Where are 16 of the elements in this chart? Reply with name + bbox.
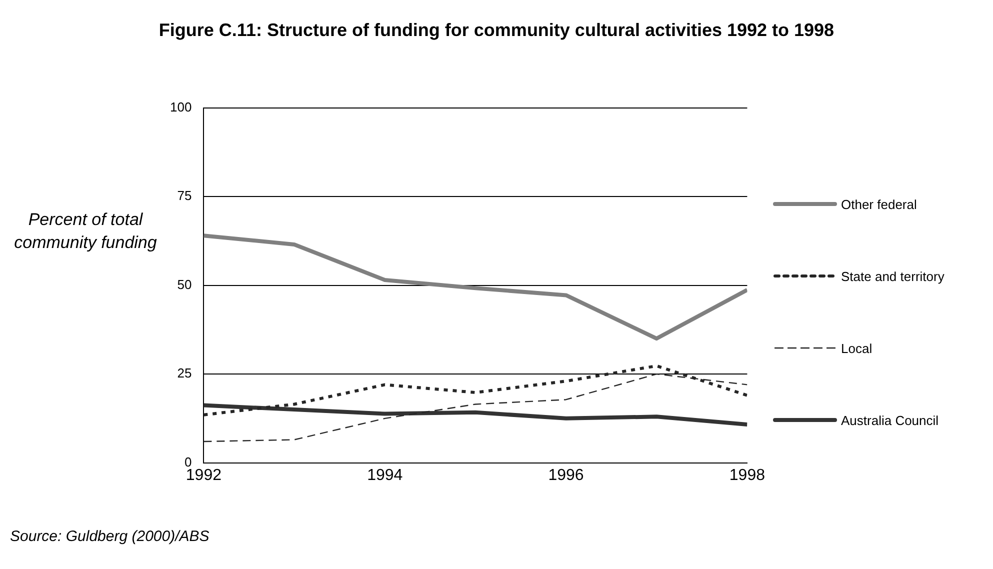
y-axis-title: Percent of total community funding <box>13 209 158 254</box>
chart-title: Figure C.11: Structure of funding for community cultural activities 1992 to 1998 <box>158 20 836 41</box>
y-tick-label: 25 <box>177 366 192 381</box>
legend-label: Other federal <box>841 196 917 212</box>
y-tick-label: 50 <box>177 276 192 292</box>
x-tick-label: 1998 <box>729 466 766 484</box>
legend-label: State and territory <box>841 268 944 284</box>
x-tick-label: 1996 <box>548 466 584 484</box>
x-tick-label: 1994 <box>367 466 403 484</box>
y-tick-label: 75 <box>177 188 192 204</box>
source-note: Source: Guldberg (2000)/ABS <box>10 528 210 545</box>
y-tick-label: 0 <box>184 454 192 470</box>
y-tick-label: 100 <box>170 99 192 114</box>
legend-label: Australia Council <box>841 412 939 428</box>
x-tick-label: 1992 <box>186 466 222 484</box>
legend-label: Local <box>841 340 872 356</box>
